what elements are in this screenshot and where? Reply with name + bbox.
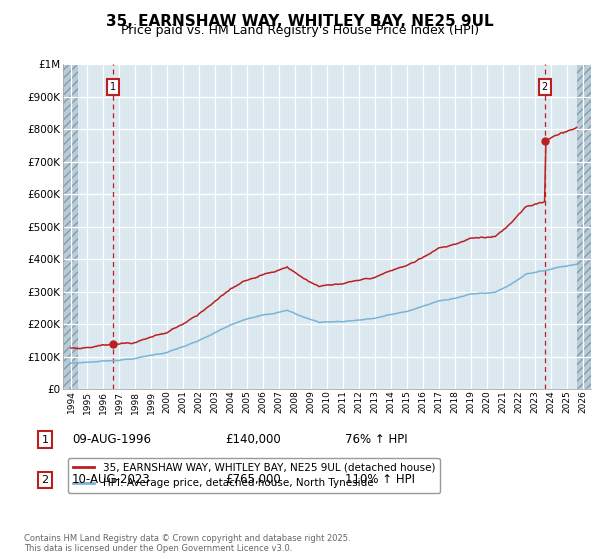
Text: 2: 2 bbox=[542, 82, 548, 92]
Text: 35, EARNSHAW WAY, WHITLEY BAY, NE25 9UL: 35, EARNSHAW WAY, WHITLEY BAY, NE25 9UL bbox=[106, 14, 494, 29]
Text: 1: 1 bbox=[110, 82, 116, 92]
Text: £140,000: £140,000 bbox=[225, 433, 281, 446]
Bar bbox=[577, 64, 591, 389]
Text: 09-AUG-1996: 09-AUG-1996 bbox=[72, 433, 151, 446]
Text: Contains HM Land Registry data © Crown copyright and database right 2025.
This d: Contains HM Land Registry data © Crown c… bbox=[24, 534, 350, 553]
Text: 76% ↑ HPI: 76% ↑ HPI bbox=[345, 433, 407, 446]
Text: 10-AUG-2023: 10-AUG-2023 bbox=[72, 473, 151, 487]
Text: £765,000: £765,000 bbox=[225, 473, 281, 487]
Text: 1: 1 bbox=[41, 435, 49, 445]
Legend: 35, EARNSHAW WAY, WHITLEY BAY, NE25 9UL (detached house), HPI: Average price, de: 35, EARNSHAW WAY, WHITLEY BAY, NE25 9UL … bbox=[68, 458, 440, 493]
Text: 110% ↑ HPI: 110% ↑ HPI bbox=[345, 473, 415, 487]
Text: Price paid vs. HM Land Registry's House Price Index (HPI): Price paid vs. HM Land Registry's House … bbox=[121, 24, 479, 37]
Bar bbox=[63, 64, 78, 389]
Text: 2: 2 bbox=[41, 475, 49, 485]
